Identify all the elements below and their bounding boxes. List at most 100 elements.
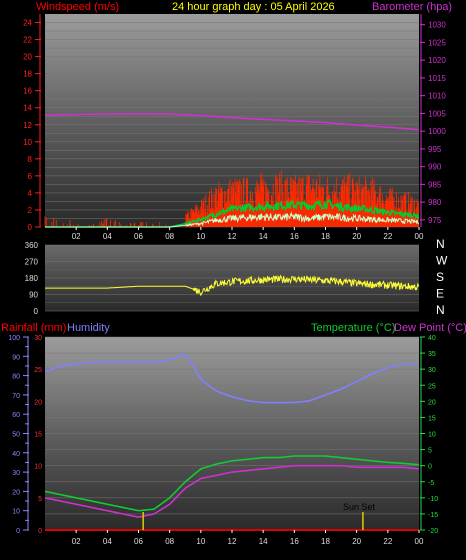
- wind-direction-line: [45, 274, 420, 297]
- rainfall-tick-label: 20: [34, 399, 42, 406]
- compass-letter: N: [436, 303, 445, 317]
- direction-tick-label: 180: [25, 274, 39, 283]
- windspeed-tick-label: 12: [23, 121, 32, 130]
- temp-x-tick-label: 00: [415, 537, 424, 546]
- compass-letter: S: [436, 270, 444, 284]
- temperature-tick-label: 30: [428, 367, 436, 374]
- windspeed-tick-label: 20: [23, 53, 32, 62]
- temperature-tick-label: 25: [428, 383, 436, 390]
- temperature-axis-title: Temperature (°C): [311, 322, 395, 334]
- temp-x-tick-label: 16: [290, 537, 299, 546]
- compass-letter: W: [436, 254, 448, 268]
- humidity-tick-label: 70: [12, 393, 20, 400]
- temperature-tick-label: 35: [428, 351, 436, 358]
- wind-x-tick-label: 00: [415, 232, 424, 241]
- wind-panel-background: [45, 14, 419, 227]
- windspeed-tick-label: 22: [23, 36, 32, 45]
- windspeed-tick-label: 10: [23, 138, 32, 147]
- temp-x-tick-label: 20: [352, 537, 361, 546]
- wind-x-tick-label: 06: [134, 232, 143, 241]
- humidity-tick-label: 0: [16, 528, 20, 535]
- windspeed-tick-label: 8: [28, 155, 33, 164]
- humidity-line: [44, 353, 419, 404]
- temp-x-tick-label: 04: [103, 537, 112, 546]
- temp-x-tick-label: 06: [134, 537, 143, 546]
- direction-tick-label: 90: [29, 291, 38, 300]
- windspeed-tick-label: 14: [23, 104, 32, 113]
- wind-x-tick-label: 04: [103, 232, 112, 241]
- humidity-tick-label: 60: [12, 412, 20, 419]
- windspeed-tick-label: 24: [23, 19, 32, 28]
- humidity-tick-label: 90: [12, 354, 20, 361]
- sun-set-annotation: Sun Set: [343, 502, 376, 512]
- wind-x-tick-label: 12: [228, 232, 237, 241]
- rainfall-tick-label: 15: [34, 432, 42, 439]
- compass-letter: E: [436, 287, 444, 301]
- rainfall-tick-label: 10: [34, 464, 42, 471]
- windspeed-tick-label: 16: [23, 87, 32, 96]
- dewpoint-axis-title: Dew Point (°C): [394, 322, 466, 334]
- wind-x-tick-label: 22: [383, 232, 392, 241]
- temperature-tick-label: 10: [428, 432, 436, 439]
- rainfall-tick-label: 0: [38, 528, 42, 535]
- temp-x-tick-label: 02: [72, 537, 81, 546]
- barometer-tick-label: 985: [428, 180, 442, 189]
- temperature-tick-label: 5: [428, 448, 432, 455]
- barometer-axis-title: Barometer (hpa): [372, 1, 452, 13]
- barometer-tick-label: 975: [428, 216, 442, 225]
- wind-x-tick-label: 20: [352, 232, 361, 241]
- temperature-tick-label: -5: [428, 480, 434, 487]
- humidity-tick-label: 30: [12, 470, 20, 477]
- barometer-tick-label: 995: [428, 145, 442, 154]
- humidity-tick-label: 10: [12, 509, 20, 516]
- windspeed-tick-label: 2: [28, 206, 33, 215]
- chart-title: 24 hour graph day : 05 April 2026: [172, 1, 335, 13]
- temp-x-tick-label: 22: [383, 537, 392, 546]
- barometer-tick-label: 1015: [428, 74, 446, 83]
- temperature-line: [44, 455, 420, 512]
- wind-x-tick-label: 10: [196, 232, 205, 241]
- temperature-tick-label: 0: [428, 464, 432, 471]
- humidity-axis-title: Humidity: [67, 322, 110, 334]
- temp-x-tick-label: 08: [165, 537, 174, 546]
- temp-x-tick-label: 14: [259, 537, 268, 546]
- windspeed-axis-title: Windspeed (m/s): [36, 1, 119, 13]
- temperature-tick-label: -15: [428, 512, 438, 519]
- dewpoint-line: [44, 464, 420, 518]
- barometer-line: [44, 112, 420, 131]
- wind-x-tick-label: 02: [72, 232, 81, 241]
- wind-x-tick-label: 08: [165, 232, 174, 241]
- humidity-tick-label: 20: [12, 489, 20, 496]
- barometer-tick-label: 990: [428, 163, 442, 172]
- barometer-tick-label: 1030: [428, 21, 446, 30]
- direction-tick-label: 0: [34, 307, 39, 316]
- temp-x-tick-label: 10: [196, 537, 205, 546]
- barometer-tick-label: 1000: [428, 127, 446, 136]
- humidity-tick-label: 80: [12, 374, 20, 381]
- windspeed-tick-label: 4: [28, 189, 33, 198]
- series-layer: [44, 112, 420, 531]
- windspeed-tick-label: 0: [28, 223, 33, 232]
- rainfall-tick-label: 5: [38, 496, 42, 503]
- wind-x-tick-label: 16: [290, 232, 299, 241]
- direction-tick-label: 360: [25, 241, 39, 250]
- barometer-tick-label: 1025: [428, 38, 446, 47]
- humidity-tick-label: 50: [12, 432, 20, 439]
- rainfall-axis-title: Rainfall (mm): [1, 322, 66, 334]
- windspeed-tick-label: 18: [23, 70, 32, 79]
- temperature-tick-label: 20: [428, 399, 436, 406]
- temperature-tick-label: -10: [428, 496, 438, 503]
- temperature-tick-label: -20: [428, 528, 438, 535]
- windspeed-tick-label: 6: [28, 172, 33, 181]
- barometer-tick-label: 1020: [428, 56, 446, 65]
- humidity-tick-label: 40: [12, 451, 20, 458]
- direction-tick-label: 270: [25, 258, 39, 267]
- temperature-tick-label: 40: [428, 335, 436, 342]
- humidity-tick-label: 100: [8, 335, 20, 342]
- temp-x-tick-label: 12: [228, 537, 237, 546]
- compass-letter: N: [436, 237, 445, 251]
- temp-x-tick-label: 18: [321, 537, 330, 546]
- rainfall-tick-label: 30: [34, 335, 42, 342]
